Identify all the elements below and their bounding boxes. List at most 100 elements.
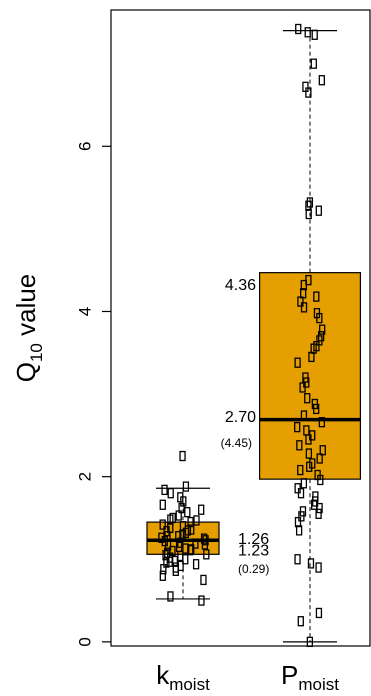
data-point — [297, 464, 304, 476]
data-point — [192, 538, 199, 549]
data-point — [184, 507, 191, 518]
data-point — [310, 58, 317, 69]
data-point — [300, 302, 308, 313]
y-axis-label-rest: value — [11, 274, 41, 343]
data-point — [295, 525, 303, 536]
data-point — [160, 564, 167, 575]
data-point — [184, 525, 192, 536]
k-median-label: 1.23 — [238, 542, 269, 559]
data-point — [164, 540, 172, 551]
data-point — [305, 87, 312, 98]
data-point — [167, 591, 174, 602]
data-point — [315, 607, 323, 619]
data-point — [198, 504, 205, 515]
data-point — [300, 279, 308, 291]
y-axis-label-main: Q — [11, 362, 41, 382]
k-q3-label: 1.26 — [238, 531, 269, 548]
data-point — [177, 560, 184, 572]
data-point — [311, 29, 318, 40]
data-point — [316, 453, 323, 464]
data-point — [159, 519, 166, 530]
data-point — [319, 324, 326, 335]
data-point — [198, 595, 205, 606]
iqr-box — [259, 272, 362, 480]
data-point — [306, 636, 313, 648]
data-point — [318, 417, 326, 428]
data-point — [294, 357, 301, 368]
y-tick-label: 2 — [76, 472, 95, 481]
data-point — [307, 558, 315, 569]
data-point — [175, 530, 182, 542]
y-axis-label-sub: 10 — [27, 343, 46, 362]
data-point — [315, 205, 322, 216]
data-point — [305, 200, 312, 211]
data-point — [305, 208, 312, 220]
data-point — [188, 544, 195, 555]
data-point — [182, 481, 190, 492]
point-layer — [158, 23, 326, 648]
p-q3-label: 4.36 — [225, 277, 256, 294]
data-point — [294, 516, 302, 528]
data-point — [297, 488, 305, 499]
data-point — [299, 382, 306, 393]
x-category-main: P — [281, 660, 298, 690]
data-point — [316, 312, 323, 324]
data-point — [162, 549, 169, 561]
data-point — [298, 511, 305, 522]
data-point — [306, 197, 314, 208]
data-point — [167, 514, 174, 525]
data-point — [203, 549, 210, 560]
data-point — [167, 488, 174, 499]
data-point — [159, 570, 166, 581]
data-point — [318, 75, 325, 86]
x-category-label: Pmoist — [281, 660, 339, 694]
data-point — [166, 556, 173, 567]
x-category-main: k — [156, 660, 170, 690]
y-tick-label: 0 — [76, 637, 95, 646]
axis-layer: 0 2 4 6 Q10 value kmoist Pmoist — [11, 9, 371, 694]
data-point — [294, 554, 301, 565]
data-point — [313, 291, 320, 302]
data-point — [305, 448, 313, 459]
data-point — [297, 616, 304, 627]
data-point — [296, 440, 303, 451]
data-point — [178, 502, 185, 514]
data-point — [193, 515, 200, 526]
y-tick-label: 4 — [76, 307, 95, 316]
p-median-label: 2.70 — [225, 409, 256, 426]
data-point — [180, 496, 187, 507]
data-point — [315, 562, 322, 573]
data-point — [179, 450, 186, 462]
data-point — [200, 533, 208, 544]
data-point — [317, 474, 324, 486]
data-point — [297, 296, 304, 307]
data-point — [313, 403, 320, 415]
data-point — [315, 508, 322, 519]
data-point — [316, 502, 323, 514]
data-point — [306, 461, 313, 472]
data-point — [295, 23, 302, 35]
data-point — [300, 410, 308, 421]
data-point — [187, 545, 194, 556]
plot-frame — [110, 9, 371, 647]
p-iqr-label: (4.45) — [221, 436, 252, 450]
y-axis-label: Q10 value — [11, 274, 46, 383]
data-point — [182, 554, 189, 565]
data-point — [308, 351, 315, 363]
data-point — [201, 539, 209, 550]
data-point — [192, 559, 200, 570]
k-iqr-label: (0.29) — [238, 562, 269, 576]
data-point — [305, 434, 312, 445]
data-point — [304, 393, 311, 404]
data-point — [158, 532, 165, 543]
y-tick-label: 6 — [76, 142, 95, 151]
data-point — [304, 27, 311, 38]
label-layer: 1.261.23 (0.29) 4.36 2.70 (4.45) — [221, 277, 270, 576]
data-point — [200, 574, 207, 586]
data-point — [161, 484, 168, 496]
data-point — [159, 499, 166, 510]
x-category-sub: moist — [169, 675, 210, 694]
data-point — [294, 421, 301, 433]
data-point — [300, 478, 308, 489]
